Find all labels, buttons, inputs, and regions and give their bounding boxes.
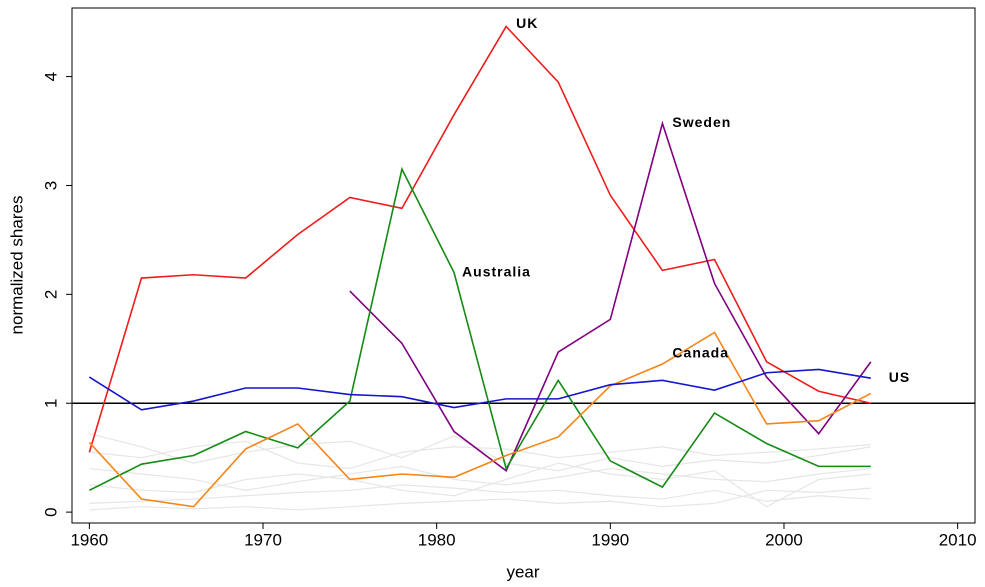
series-line	[88, 25, 871, 453]
y-tick-label: 2	[41, 290, 60, 299]
series-label: Sweden	[672, 114, 731, 130]
series-line	[88, 368, 871, 411]
y-tick-label: 0	[41, 507, 60, 516]
x-tick-label: 1970	[244, 530, 282, 549]
series-label: Australia	[462, 263, 531, 279]
x-tick-label: 2010	[939, 530, 977, 549]
y-tick-label: 1	[41, 398, 60, 407]
x-tick-label: 1990	[591, 530, 629, 549]
x-axis-label: year	[506, 562, 539, 581]
x-tick-label: 1960	[70, 530, 108, 549]
series-line	[89, 462, 871, 508]
y-tick-label: 4	[41, 72, 60, 81]
series-line	[89, 166, 871, 492]
series-line	[89, 484, 871, 505]
series-label: US	[889, 369, 910, 385]
series-line	[89, 465, 871, 491]
y-axis-label: normalized shares	[7, 196, 26, 335]
series-line	[349, 120, 872, 472]
x-tick-label: 1980	[418, 530, 456, 549]
series-label: UK	[516, 15, 538, 31]
series-line	[89, 433, 871, 472]
plot-frame	[71, 7, 976, 524]
series-label: Canada	[672, 345, 729, 361]
series-line	[89, 487, 871, 511]
x-tick-label: 2000	[765, 530, 803, 549]
series-line	[88, 331, 872, 508]
series-line	[89, 440, 871, 470]
y-tick-label: 3	[41, 181, 60, 190]
